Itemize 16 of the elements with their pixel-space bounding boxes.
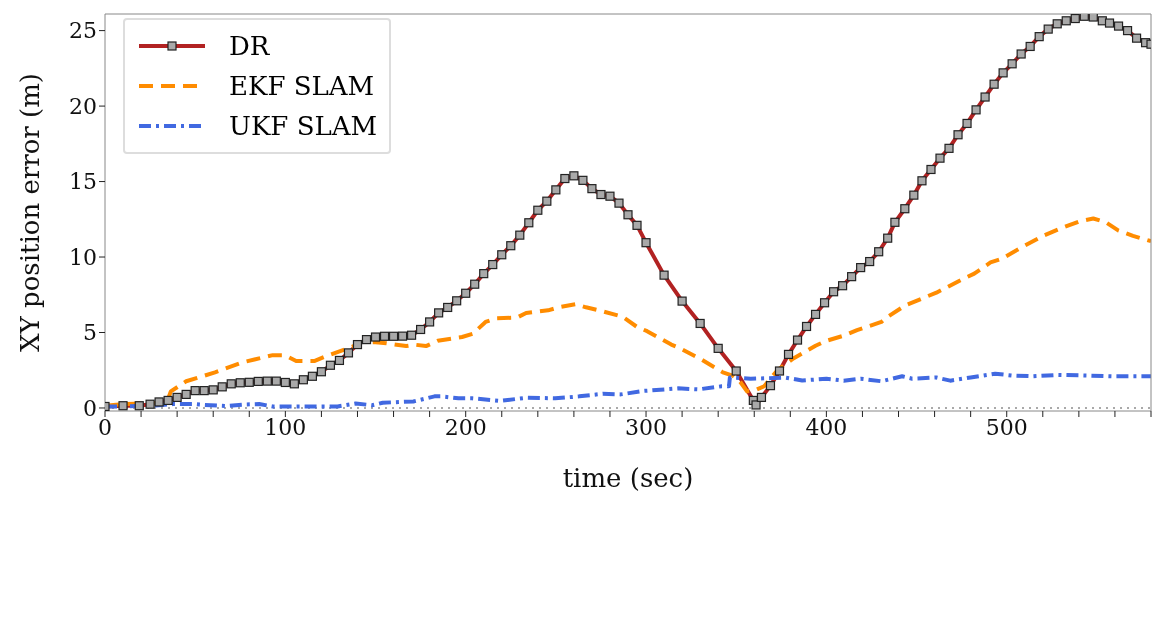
y-tick-label: 20 [69, 93, 97, 119]
y-tick-label: 0 [83, 395, 97, 421]
x-tick-label: 200 [444, 414, 487, 440]
y-tick-label: 5 [83, 320, 97, 346]
x-tick-label: 400 [805, 414, 848, 440]
x-tick-label: 500 [985, 414, 1028, 440]
y-tick-label: 10 [69, 244, 97, 270]
legend-label: EKF SLAM [229, 71, 375, 101]
y-axis-title: XY position error (m) [15, 73, 45, 352]
y-tick-label: 25 [69, 18, 97, 44]
legend-label: UKF SLAM [229, 111, 378, 141]
legend-label: DR [229, 31, 270, 61]
x-tick-label: 300 [625, 414, 668, 440]
x-tick-label: 100 [264, 414, 307, 440]
x-axis-title: time (sec) [562, 463, 694, 493]
y-tick-label: 15 [69, 169, 97, 195]
